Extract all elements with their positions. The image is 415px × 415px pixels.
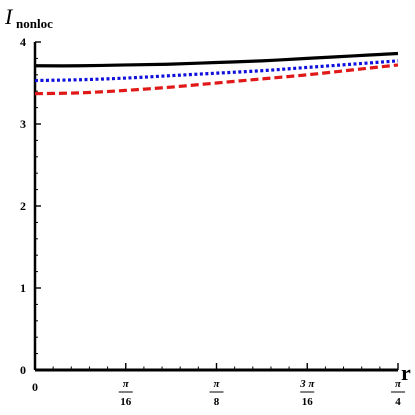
x-tick-numerator: π <box>213 378 220 390</box>
series-line-dotted <box>34 59 399 83</box>
series-layer <box>34 51 399 96</box>
x-tick-denominator: 8 <box>214 396 220 408</box>
y-tick-label: 3 <box>20 117 26 131</box>
y-tick-label: 1 <box>20 281 26 295</box>
x-tick-label: 0 <box>32 380 38 394</box>
y-axis-title-main: I <box>4 4 14 29</box>
y-axis-title-subscript: nonloc <box>16 16 53 31</box>
x-tick-denominator: 16 <box>302 396 314 408</box>
series-line-solid <box>34 51 399 68</box>
x-tick-numerator: π <box>123 378 130 390</box>
y-tick-label: 4 <box>20 35 26 49</box>
y-tick-label: 0 <box>20 363 26 377</box>
x-axis-title: r <box>401 360 411 385</box>
x-tick-numerator: π <box>395 378 402 390</box>
axes <box>33 41 399 372</box>
x-tick-denominator: 16 <box>120 396 132 408</box>
series-line-dashed <box>34 63 399 96</box>
y-tick-label: 2 <box>20 199 26 213</box>
x-tick-numerator: 3 π <box>299 378 315 390</box>
x-tick-denominator: 4 <box>395 396 401 408</box>
